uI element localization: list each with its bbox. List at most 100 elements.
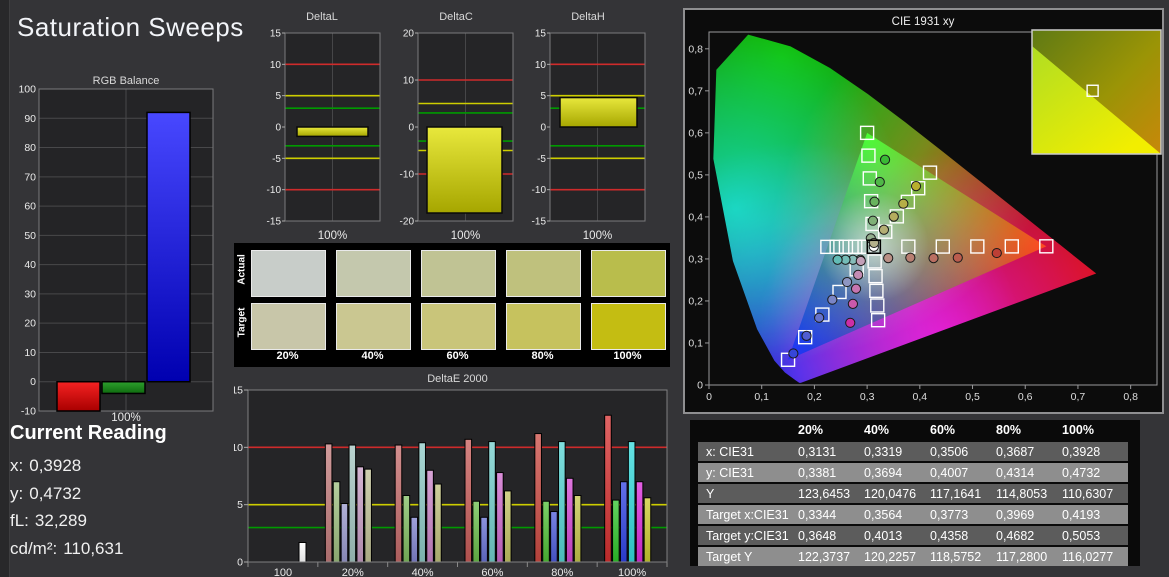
- axis-frame: [247, 389, 668, 563]
- target-marker-green: [861, 148, 876, 163]
- measured-point-green: [869, 196, 880, 207]
- measured-point-green: [879, 154, 891, 165]
- tick-label: 10: [270, 60, 282, 71]
- target-marker-blue: [832, 284, 847, 300]
- table-cell: 122,3737: [798, 549, 851, 564]
- chart-title: DeltaC: [439, 11, 473, 23]
- tick-label: 0,2: [688, 295, 703, 307]
- inset-border: [1031, 29, 1162, 155]
- measured-point-blue: [841, 276, 853, 288]
- tick-label: 30: [24, 288, 36, 300]
- tick-label: 10: [234, 442, 243, 454]
- x-axis-label: 100%: [111, 412, 140, 424]
- delta-e-bar: [418, 442, 426, 563]
- tick-label: -10: [532, 185, 547, 196]
- delta-e-bar: [472, 500, 480, 563]
- measured-point-magenta: [845, 317, 856, 328]
- target-marker-cyan: [838, 239, 854, 255]
- current-reading-title: Current Reading: [10, 422, 167, 444]
- table-row: y: CIE31 0,3381 0,3694 0,4007 0,4314 0,4732: [698, 463, 1128, 482]
- table-cell: 123,6453: [798, 486, 851, 501]
- table-cell: 0,4013: [864, 528, 903, 543]
- delta-e-bar: [612, 499, 620, 563]
- measured-point-red: [952, 252, 963, 263]
- swatch-comparison-panel: Actual Target 20% 40% 60% 80% 100%: [234, 243, 670, 367]
- tick-label: 60: [24, 201, 36, 213]
- delta-e-bar: [464, 438, 473, 563]
- group-label: 40%: [412, 567, 434, 577]
- reading-value: 32,289: [34, 511, 87, 530]
- delta-e-bar: [364, 468, 372, 563]
- chart-title: RGB Balance: [93, 75, 160, 87]
- swatch-actual-20%: [251, 250, 326, 297]
- measured-point-red: [928, 252, 939, 264]
- table-cell: 0,4732: [1062, 465, 1101, 480]
- table-cell: 0,3694: [864, 465, 903, 480]
- cie-1931-chart: CIE 1931 xy 0 0,1 0,2 0,3 0,4 0,5 0,6 0,7 0,8 0 0,1…: [688, 16, 1162, 403]
- delta-e-bar: [534, 433, 542, 563]
- bar-red: [56, 380, 101, 412]
- table-cell: 0,3564: [864, 507, 903, 522]
- tick-label: 0,6: [1018, 391, 1033, 403]
- delta-c-chart: 20 10 0 -10 -20 DeltaC 100%: [400, 11, 514, 242]
- tick-label: 0: [408, 123, 414, 134]
- measured-point-red: [991, 247, 1002, 259]
- bar-blue: [146, 111, 191, 383]
- table-cell: 110,6307: [1062, 486, 1114, 501]
- target-marker-red: [1004, 239, 1019, 254]
- delta-l-panel: 15 10 5 0 -5 -10 -15 DeltaL 100%: [265, 8, 387, 244]
- delta-e-bar: [426, 469, 434, 563]
- table-cell: 0,3319: [864, 444, 903, 459]
- table-cell: 0,5053: [1062, 528, 1101, 543]
- measured-point-magenta: [853, 269, 864, 280]
- tick-label: -10: [267, 185, 282, 196]
- tick-label: 50: [24, 230, 36, 242]
- table-row-label: Target Y: [706, 549, 753, 564]
- tick-label: -15: [267, 217, 282, 228]
- swatch-target-40%: [336, 303, 411, 350]
- delta-c-panel: 20 10 0 -10 -20 DeltaC 100%: [398, 8, 520, 244]
- tick-label: 0,4: [913, 391, 928, 403]
- table-cell: 114,8053: [996, 486, 1048, 501]
- delta-e-bar: [627, 441, 636, 563]
- tick-label: 0,5: [688, 169, 703, 181]
- tick-label: 80: [24, 142, 36, 154]
- target-marker-yellow: [922, 165, 938, 180]
- measured-point-blue: [801, 330, 812, 341]
- rgb-balance-chart: -10 0 10 20 30 40 50 60 70 80 90 100 RGB Balance 100%: [18, 75, 214, 424]
- target-marker-cyan: [848, 239, 863, 254]
- tick-label: 0,4: [688, 211, 703, 223]
- swatch-actual-100%: [591, 250, 666, 297]
- tick-label: 90: [24, 113, 36, 125]
- delta-e-bar: [480, 516, 488, 563]
- target-marker-red: [970, 239, 985, 254]
- delta-e-bar: [356, 466, 365, 563]
- measured-point-blue: [788, 348, 799, 359]
- swatch-target-60%: [421, 303, 496, 350]
- table-row: Target x:CIE31 0,3344 0,3564 0,3773 0,3969 0,…: [698, 505, 1128, 524]
- tick-label: 0,5: [965, 391, 980, 403]
- target-marker-magenta: [870, 298, 885, 313]
- table-header-cell: 100%: [1062, 423, 1094, 437]
- table-cell: 0,3928: [1062, 444, 1101, 459]
- measured-point-green: [867, 215, 879, 226]
- chart-title: DeltaL: [306, 11, 338, 23]
- current-reading-cdm2: cd/m²: 110,631: [10, 535, 167, 563]
- tick-label: 0,6: [688, 127, 703, 139]
- tick-label: 10: [24, 347, 36, 359]
- swatch-target-20%: [251, 303, 326, 350]
- white-point-marker: [866, 239, 882, 255]
- tick-label: 15: [535, 29, 547, 40]
- table-cell: 120,2257: [864, 549, 917, 564]
- target-marker-blue: [797, 329, 813, 345]
- tick-label: 100: [18, 84, 36, 96]
- group-label: 80%: [551, 567, 573, 577]
- delta-e-bar: [604, 414, 612, 563]
- table-cell: 116,0277: [1062, 549, 1114, 564]
- table-cell: 0,3344: [798, 507, 837, 522]
- swatch-actual-40%: [336, 250, 411, 297]
- delta-e-bar: [635, 481, 644, 563]
- tick-label: 0: [540, 123, 546, 134]
- table-cell: 118,5752: [930, 549, 982, 564]
